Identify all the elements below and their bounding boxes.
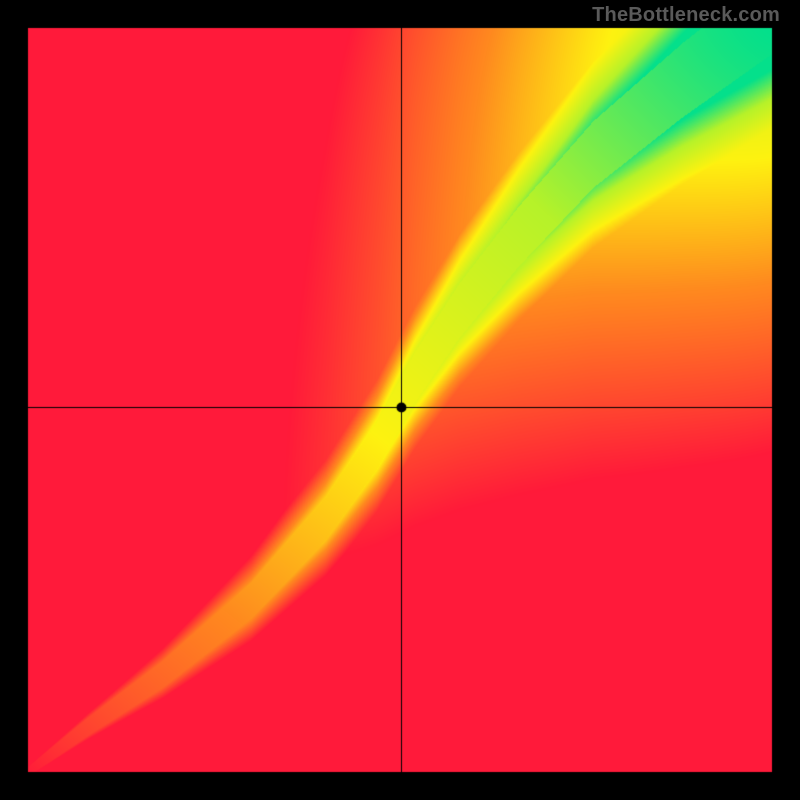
- bottleneck-heatmap: [0, 0, 800, 800]
- watermark-text: TheBottleneck.com: [592, 4, 780, 27]
- chart-container: TheBottleneck.com: [0, 0, 800, 800]
